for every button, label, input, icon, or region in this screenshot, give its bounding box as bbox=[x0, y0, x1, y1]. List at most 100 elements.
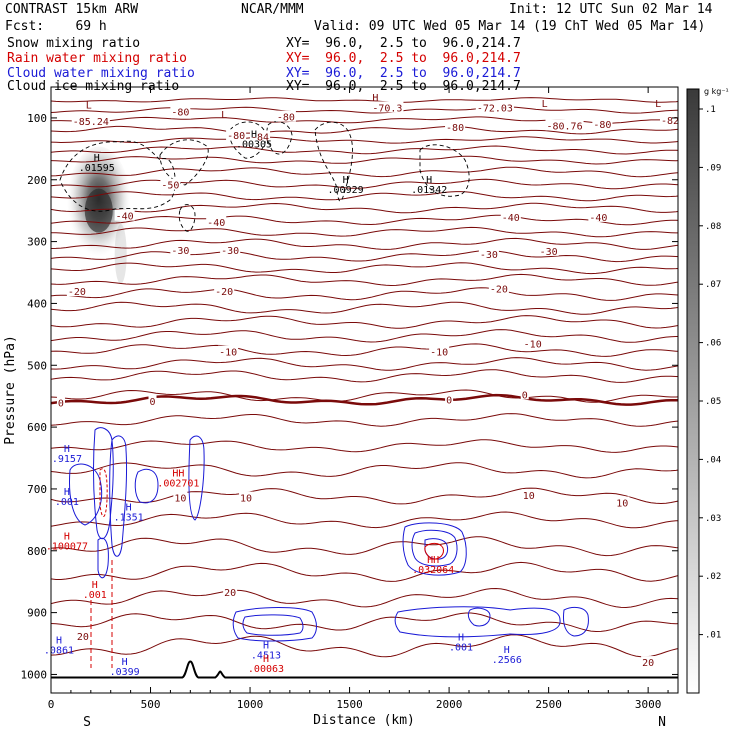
isotherm-label: -84 bbox=[251, 132, 269, 143]
forecast-hour: Fcst: 69 h bbox=[5, 19, 107, 34]
colorbar-tick-label: .06 bbox=[705, 339, 721, 349]
extremum-marker: L bbox=[86, 101, 92, 112]
isotherm-label-bg bbox=[66, 285, 87, 297]
extremum-value: .01595 bbox=[79, 163, 115, 174]
extremum-marker: H bbox=[122, 657, 128, 668]
isotherm-label-bg bbox=[226, 129, 247, 141]
cloud-ice-contour bbox=[229, 121, 267, 159]
cloud-ice-contour bbox=[419, 144, 470, 197]
isotherm-label: 0 bbox=[58, 398, 64, 409]
isotherm-label-bg bbox=[445, 121, 466, 133]
cloud-ice-contour bbox=[314, 121, 353, 202]
isotherm-line bbox=[51, 587, 678, 609]
isotherm-label: -40 bbox=[116, 212, 134, 223]
isotherm-label: -10 bbox=[524, 340, 542, 351]
extremum-marker: HH bbox=[172, 469, 184, 480]
isotherm-label-bg bbox=[249, 130, 271, 142]
isotherm-line bbox=[51, 166, 678, 178]
init-time: Init: 12 UTC Sun 02 Mar 14 bbox=[509, 2, 713, 17]
cloud-water-contour bbox=[69, 463, 103, 526]
isotherm-label: -70.3 bbox=[372, 103, 402, 114]
y-tick-label: 800 bbox=[27, 545, 47, 558]
isotherm-line bbox=[51, 536, 678, 557]
isotherm-line bbox=[51, 413, 678, 427]
extremum-marker: HH bbox=[427, 555, 439, 566]
isotherm-label: -80 bbox=[227, 131, 245, 142]
cloud-ice-contour bbox=[178, 204, 196, 232]
isotherm-line bbox=[51, 237, 678, 250]
isotherm-label-bg bbox=[71, 115, 110, 127]
isotherm-label: -10 bbox=[219, 348, 237, 359]
isotherm-line bbox=[51, 329, 678, 343]
isotherm-label-bg bbox=[371, 101, 404, 113]
isotherm-label: -20 bbox=[215, 287, 233, 298]
extremum-marker: H bbox=[251, 130, 257, 141]
y-tick-label: 700 bbox=[27, 483, 47, 496]
isotherm-label-bg bbox=[170, 244, 191, 256]
colorbar-tick-label: .02 bbox=[705, 572, 721, 582]
field-xy-cloud-water: XY= 96.0, 2.5 to 96.0,214.7 bbox=[286, 66, 521, 81]
isotherm-label: 0 bbox=[522, 390, 528, 401]
isotherm-label-bg bbox=[173, 491, 188, 503]
isotherm-label-bg bbox=[592, 118, 613, 130]
extremum-value: .00063 bbox=[248, 664, 284, 675]
isotherm-label-bg bbox=[214, 285, 235, 297]
isotherm-label-bg bbox=[160, 178, 181, 190]
extremum-marker: H bbox=[94, 153, 100, 164]
x-tick-label: 2000 bbox=[436, 698, 463, 711]
isotherm-label-bg bbox=[223, 586, 238, 598]
field-xy-rain: XY= 96.0, 2.5 to 96.0,214.7 bbox=[286, 51, 521, 66]
isotherm-label-bg bbox=[170, 105, 191, 117]
end-endpoint-label: N bbox=[658, 715, 666, 730]
isotherm-label-bg bbox=[75, 630, 90, 642]
extremum-value: .0861 bbox=[44, 646, 74, 657]
isotherm-label: -80 bbox=[446, 123, 464, 134]
isotherm-line bbox=[51, 125, 678, 135]
y-tick-label: 1000 bbox=[21, 668, 48, 681]
extremum-marker: H bbox=[126, 503, 132, 514]
extremum-marker: H bbox=[504, 645, 510, 656]
extremum-marker: H bbox=[372, 93, 378, 104]
isotherm-line bbox=[51, 106, 678, 114]
isotherm-line bbox=[51, 511, 678, 529]
cloud-water-contour bbox=[402, 522, 467, 576]
isotherm-label: -40 bbox=[502, 213, 520, 224]
y-tick-label: 600 bbox=[27, 421, 47, 434]
isotherm-line bbox=[51, 214, 678, 226]
field-name-cloud-water: Cloud water mixing ratio bbox=[7, 66, 195, 81]
isotherm-label-bg bbox=[475, 101, 514, 113]
x-tick-label: 3000 bbox=[635, 698, 662, 711]
extremum-marker: L bbox=[542, 99, 548, 110]
extremum-marker: H bbox=[343, 175, 349, 186]
extremum-marker: H bbox=[64, 532, 70, 543]
extremum-marker: H bbox=[56, 636, 62, 647]
cloud-water-contour bbox=[134, 468, 159, 504]
rain-contour bbox=[424, 542, 444, 560]
isotherm-line bbox=[51, 301, 678, 315]
extremum-marker: H bbox=[263, 654, 269, 665]
rain-contour bbox=[99, 468, 108, 517]
isotherm-label-bg bbox=[588, 210, 609, 222]
isotherm-label: -40 bbox=[207, 218, 225, 229]
colorbar-fill bbox=[686, 88, 700, 694]
y-tick-label: 100 bbox=[27, 112, 47, 125]
extremum-value: .100077 bbox=[46, 542, 88, 553]
x-tick-label: 0 bbox=[48, 698, 55, 711]
isotherm-label-bg bbox=[218, 345, 239, 357]
cloud-water-contour bbox=[232, 607, 317, 642]
isotherm-label: -80 bbox=[277, 113, 295, 124]
extremum-marker: L bbox=[655, 99, 661, 110]
extremum-marker: H bbox=[263, 640, 269, 651]
isotherm-label-bg bbox=[206, 215, 227, 227]
y-tick-label: 900 bbox=[27, 607, 47, 620]
terrain-line bbox=[51, 660, 678, 679]
isotherm-line bbox=[51, 155, 678, 165]
isotherm-label: -30 bbox=[540, 247, 558, 258]
isotherm-label-bg bbox=[275, 110, 296, 122]
isotherm-label-bg bbox=[615, 496, 630, 508]
cloud-water-contour bbox=[242, 614, 304, 636]
cloud-water-contour bbox=[109, 435, 128, 557]
cloud-ice-contour bbox=[59, 140, 176, 212]
colorbar-tick-label: .05 bbox=[705, 397, 721, 407]
extremum-marker: H bbox=[458, 632, 464, 643]
